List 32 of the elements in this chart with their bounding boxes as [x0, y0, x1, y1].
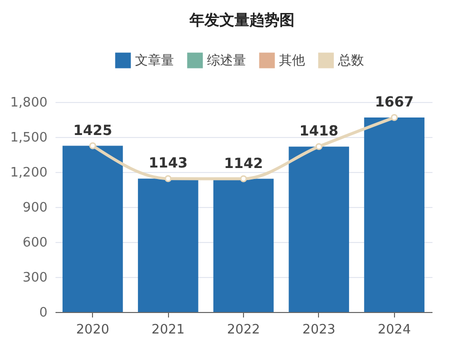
y-tick-label: 600	[22, 236, 48, 250]
bar	[364, 118, 424, 312]
point	[315, 143, 322, 150]
y-tick-label: 1,800	[10, 96, 48, 110]
legend-label: 其他	[279, 53, 305, 68]
bar	[288, 146, 350, 312]
bar	[213, 178, 274, 312]
chart-title: 年发文量趋势图	[188, 11, 294, 29]
legend-label: 综述量	[207, 53, 246, 68]
y-tick-label: 1,200	[10, 166, 48, 180]
data-label: 1425	[73, 122, 112, 139]
bar	[138, 178, 198, 312]
data-label: 1142	[224, 156, 263, 172]
point	[164, 175, 172, 182]
y-tick-label: 900	[22, 200, 48, 216]
data-label: 1143	[148, 156, 188, 172]
y-tick-label: 0	[39, 306, 48, 320]
y-tick-label: 1,500	[10, 130, 48, 146]
x-tick-label: 2020	[76, 322, 110, 338]
x-tick-label: 2021	[152, 322, 185, 338]
x-tick-label: 2022	[226, 322, 260, 338]
x-tick-label: 2023	[302, 322, 336, 338]
point	[89, 142, 96, 150]
point	[390, 114, 398, 121]
legend-label: 总数	[337, 53, 364, 68]
data-label: 1418	[299, 124, 338, 140]
x-tick-label: 2024	[378, 322, 411, 338]
point	[240, 175, 247, 182]
data-label: 1667	[374, 94, 414, 111]
y-tick-label: 300	[22, 270, 48, 286]
legend-label: 文章量	[135, 53, 174, 68]
bar	[62, 146, 123, 312]
